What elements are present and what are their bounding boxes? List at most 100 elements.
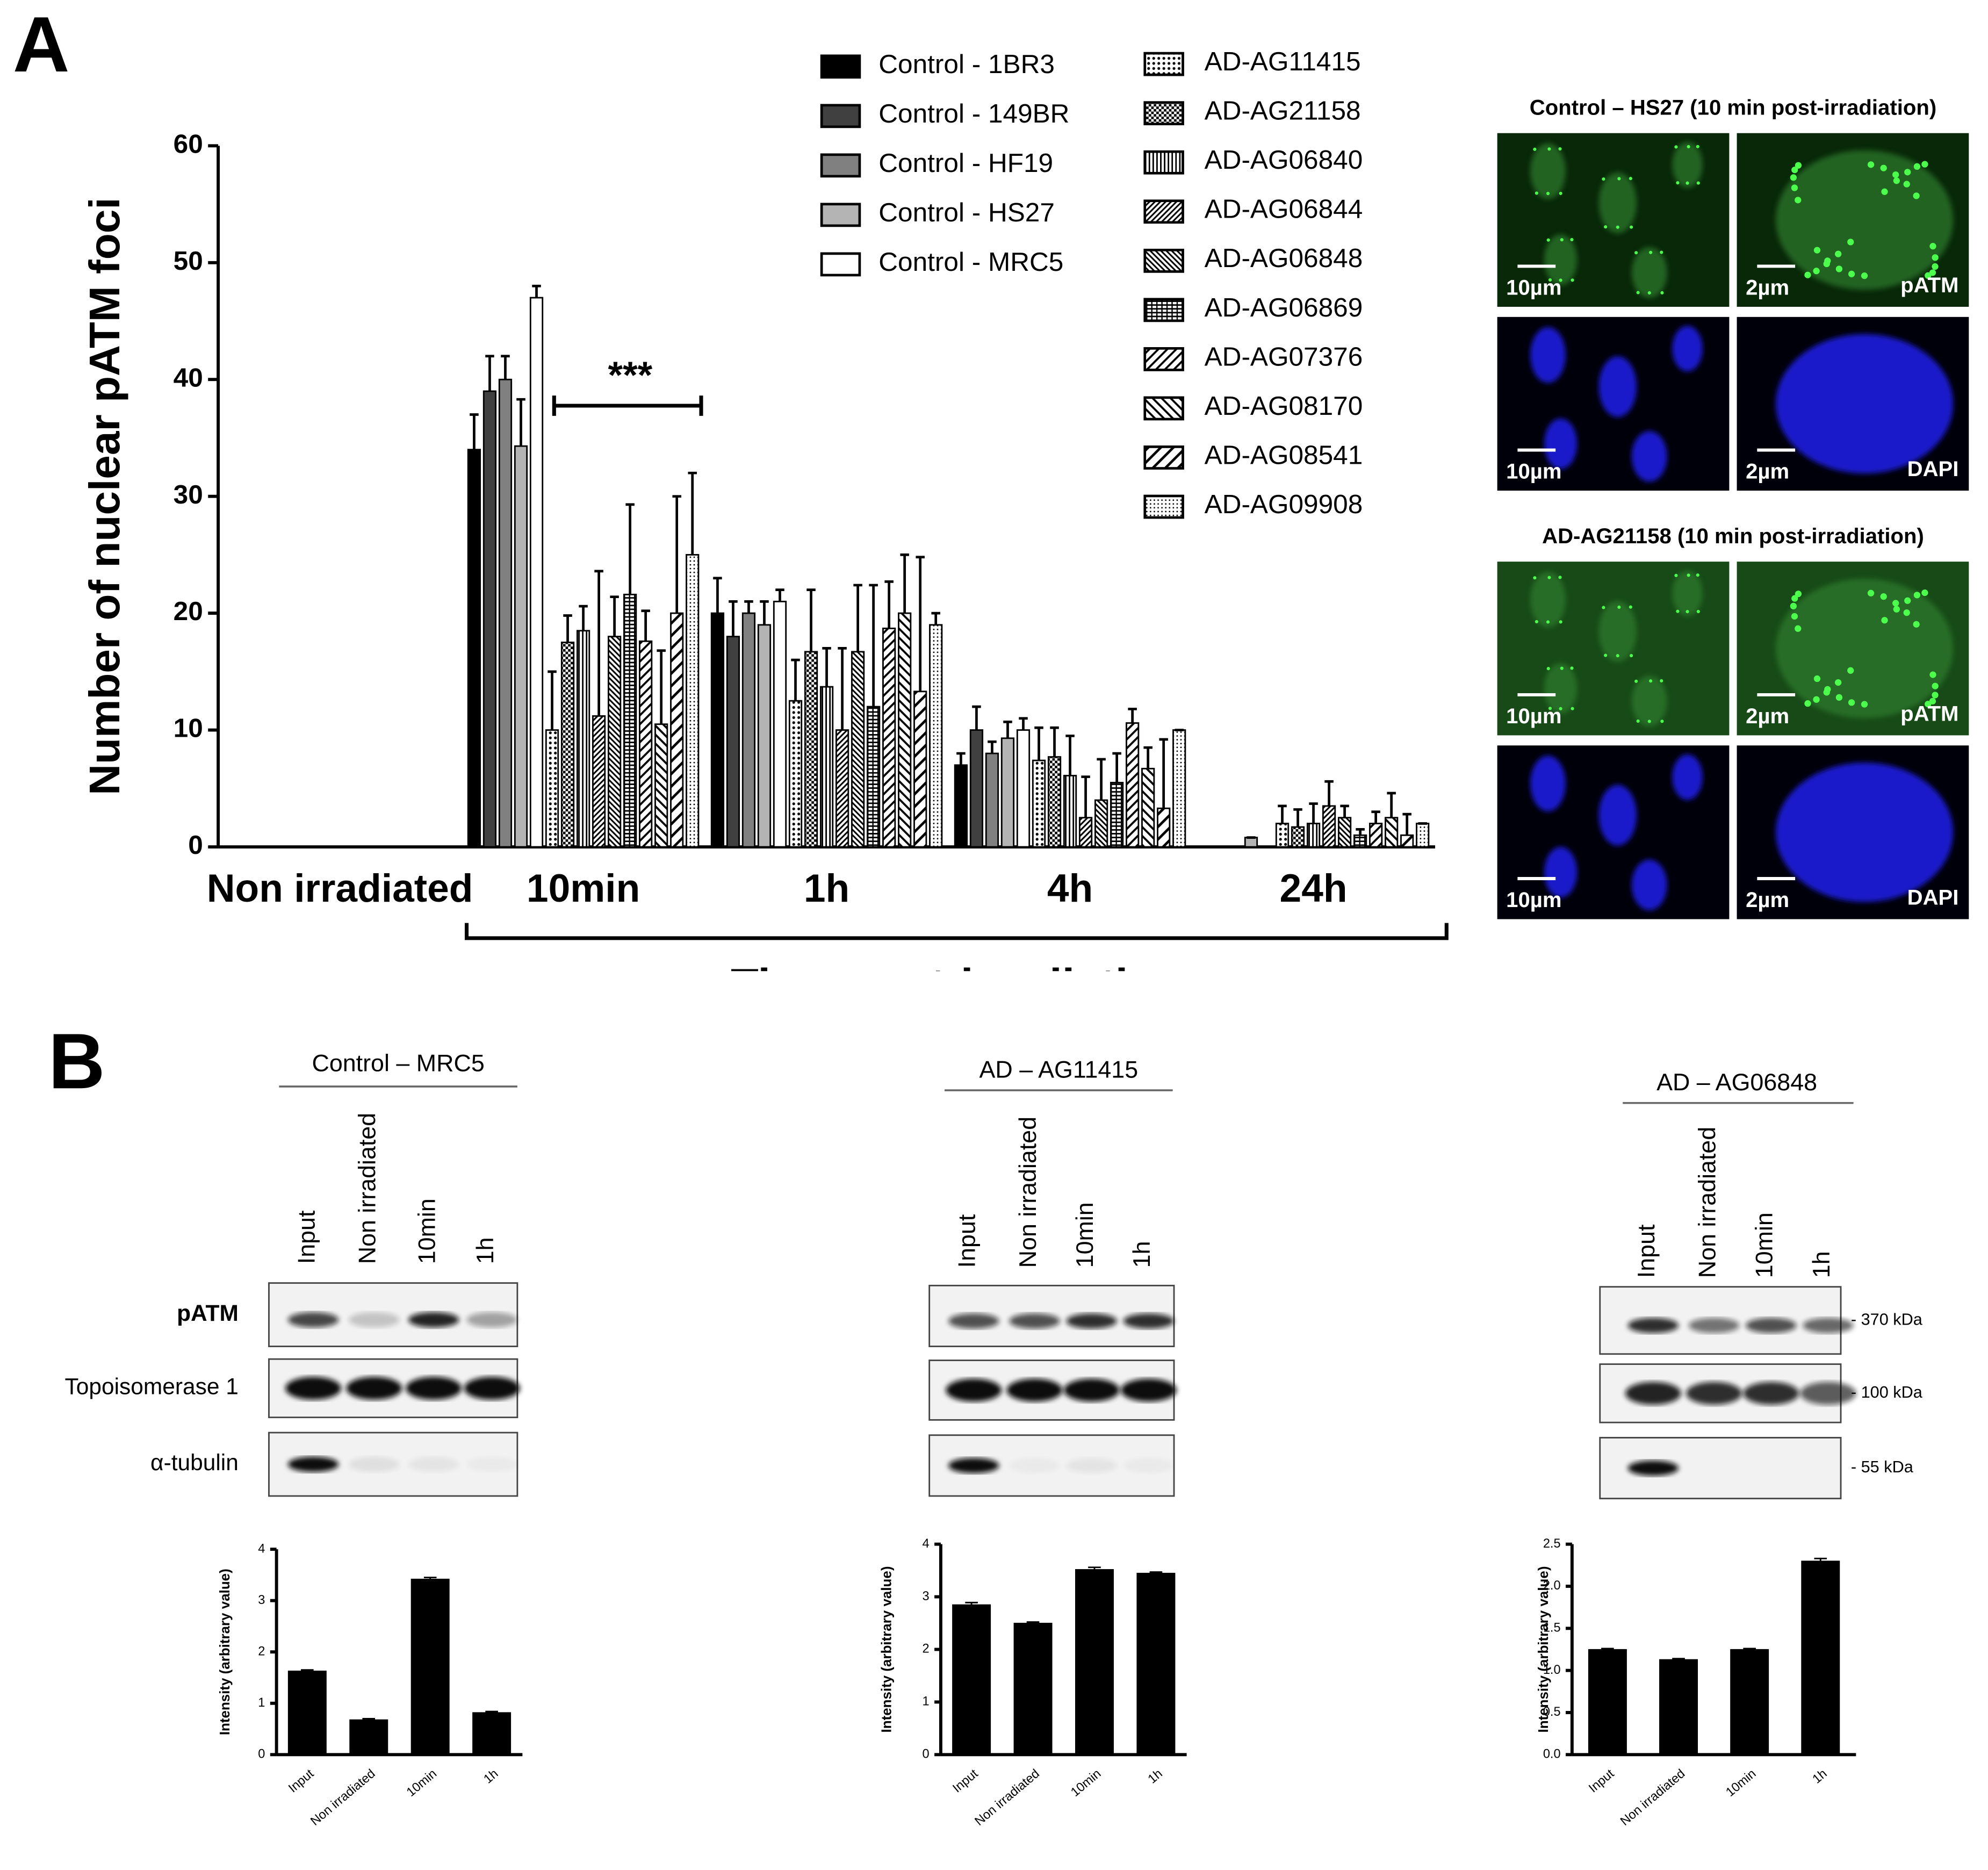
bar: [1016, 729, 1031, 848]
bar: [1369, 823, 1383, 848]
x-tick-label: 10min: [1068, 1766, 1104, 1799]
focus: [1795, 197, 1802, 204]
bar: [545, 729, 559, 848]
focus: [1647, 720, 1651, 723]
bar: [623, 593, 637, 848]
lane-label: Input: [293, 1210, 320, 1264]
focus: [1913, 621, 1920, 628]
legend-swatch: [1143, 101, 1184, 126]
bar: [929, 624, 943, 848]
scale-label: 10µm: [1506, 704, 1561, 728]
bar: [1659, 1659, 1698, 1755]
bar: [726, 636, 740, 848]
y-axis-title: Intensity (arbitrary value): [218, 1569, 233, 1735]
panel-label: A: [13, 1, 70, 88]
focus: [1559, 707, 1562, 710]
blot-title: AD – AG06848: [1656, 1069, 1817, 1096]
focus: [1558, 147, 1562, 151]
focus: [1634, 251, 1638, 255]
bar: [349, 1719, 388, 1755]
blot-band: [1006, 1378, 1063, 1402]
bar: [472, 1712, 512, 1755]
lane-label: Non irradiated: [1014, 1117, 1041, 1268]
bar: [1063, 774, 1077, 848]
error-bar: [1097, 758, 1106, 801]
focus: [1674, 573, 1678, 577]
bar: [1416, 823, 1430, 848]
blot-band: [1746, 1318, 1797, 1333]
focus: [1813, 675, 1821, 682]
bar: [1275, 823, 1290, 848]
lane-label: Input: [1633, 1224, 1660, 1278]
legend-label: AD-AG06840: [1205, 145, 1363, 175]
focus: [1630, 225, 1633, 229]
nucleus: [1544, 663, 1578, 714]
focus: [1571, 707, 1574, 710]
error-bar: [672, 495, 681, 614]
bar: [592, 715, 606, 848]
x-tick-label: 10min: [404, 1766, 439, 1799]
error-bar: [900, 553, 909, 614]
y-tick-label: 2: [923, 1642, 930, 1656]
x-axis-title: Time post-irradiation: [731, 960, 1184, 1011]
legend-swatch: [820, 153, 861, 178]
y-tick-label: 3: [923, 1589, 930, 1603]
legend-swatch: [1143, 52, 1184, 76]
blot-band: [408, 1312, 459, 1328]
error-bar: [532, 284, 541, 298]
bar: [1075, 1569, 1114, 1755]
error-bar: [516, 398, 525, 447]
focus: [1813, 268, 1820, 275]
nucleus: [1530, 327, 1566, 383]
lane-label: 10min: [1751, 1212, 1778, 1278]
bar: [1337, 817, 1352, 848]
error-bar: [1143, 746, 1153, 769]
focus: [1546, 620, 1550, 624]
error-bar: [775, 588, 784, 602]
focus: [1571, 278, 1574, 282]
focus: [1913, 163, 1921, 170]
focus: [1824, 686, 1831, 693]
nucleus: [1598, 172, 1637, 234]
stain-label: pATM: [1900, 702, 1958, 725]
legend-swatch: [820, 203, 861, 227]
x-tick-label: Non irradiated: [972, 1766, 1042, 1828]
blot-row-label: Topoisomerase 1: [65, 1374, 239, 1399]
stain-label: pATM: [1900, 274, 1958, 297]
focus: [1687, 573, 1690, 577]
bar: [686, 553, 700, 848]
nucleus: [1631, 431, 1667, 482]
error-bar: [1034, 726, 1043, 761]
y-tick-label: 2.5: [1543, 1536, 1561, 1550]
focus: [1558, 576, 1562, 579]
time-bracket: [464, 923, 1449, 940]
error-bar: [760, 600, 769, 625]
focus: [1630, 654, 1633, 658]
focus: [1686, 181, 1689, 185]
blot-title: AD – AG11415: [979, 1056, 1139, 1083]
blot-band: [1066, 1458, 1117, 1473]
focus: [1791, 184, 1798, 191]
focus: [1921, 589, 1928, 596]
error-bar: [362, 1717, 376, 1720]
blot-band: [349, 1456, 400, 1472]
nucleus: [1631, 675, 1667, 727]
focus: [1686, 610, 1689, 614]
focus: [1893, 606, 1900, 613]
legend-swatch: [1143, 445, 1184, 470]
bar: [482, 390, 497, 848]
y-tick-label: 4: [258, 1541, 265, 1555]
x-tick-label: 1h: [804, 867, 849, 910]
y-tick-label: 4: [923, 1536, 930, 1550]
bar: [835, 729, 849, 848]
error-bar: [988, 740, 997, 754]
y-tick-label: 60: [174, 129, 203, 159]
blot-band: [1063, 1378, 1120, 1402]
focus: [1880, 164, 1887, 171]
bar: [969, 729, 984, 848]
y-tick-label: 50: [174, 246, 203, 276]
bar: [1306, 823, 1321, 848]
bar: [1801, 1560, 1840, 1755]
focus: [1570, 238, 1574, 242]
focus: [1660, 679, 1663, 683]
